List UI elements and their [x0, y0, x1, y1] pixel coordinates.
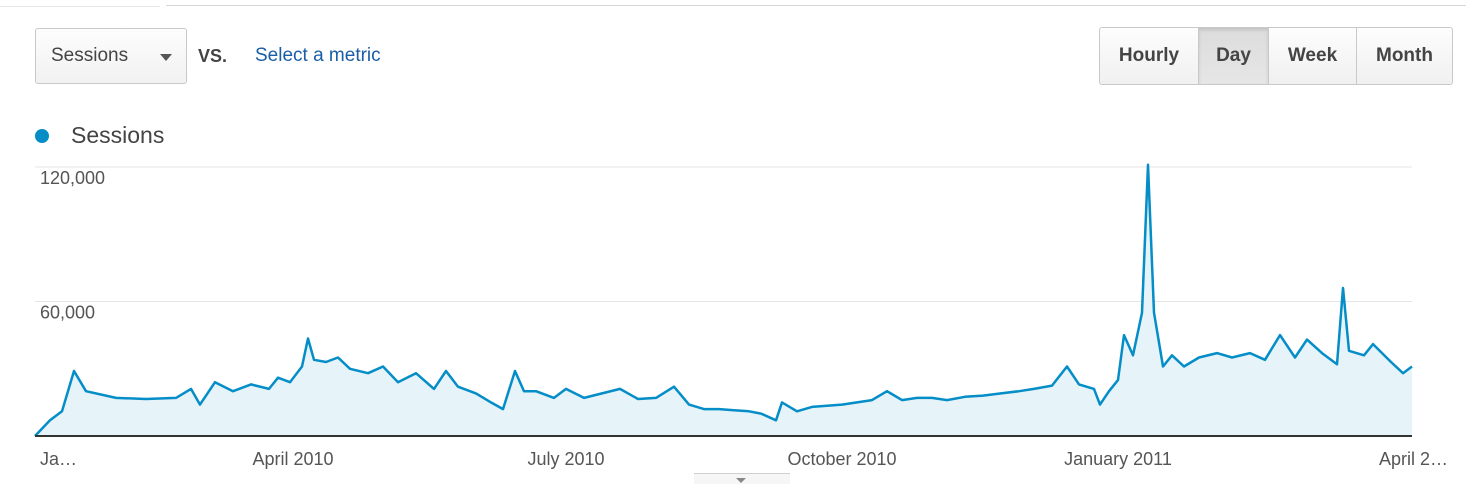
x-tick-label: Ja…	[40, 449, 77, 469]
sessions-series-area	[35, 164, 1412, 437]
metric-select[interactable]: Sessions	[35, 28, 187, 84]
granularity-hourly-button[interactable]: Hourly	[1100, 28, 1198, 84]
granularity-day-label: Day	[1216, 45, 1251, 66]
granularity-toggle-group: Hourly Day Week Month	[1099, 27, 1453, 85]
granularity-month-label: Month	[1376, 45, 1433, 66]
x-tick-label: October 2010	[787, 449, 896, 469]
granularity-hourly-label: Hourly	[1118, 45, 1180, 66]
granularity-day-button[interactable]: Day	[1198, 28, 1268, 84]
x-tick-label: April 2010	[252, 449, 333, 469]
chart-resize-handle[interactable]	[694, 473, 790, 484]
metric-select-value: Sessions	[51, 45, 129, 66]
top-divider	[166, 5, 1466, 6]
legend-series-label: Sessions	[71, 122, 165, 148]
top-divider-left	[0, 6, 160, 7]
granularity-week-label: Week	[1287, 45, 1338, 66]
sessions-series-line	[34, 163, 1413, 437]
select-metric-link[interactable]: Select a metric	[255, 45, 381, 66]
x-tick-label: April 2…	[1379, 449, 1448, 469]
vs-label: VS.	[198, 46, 228, 66]
chevron-down-icon	[160, 54, 172, 61]
granularity-month-button[interactable]: Month	[1356, 28, 1452, 84]
y-tick-label: 60,000	[40, 303, 95, 323]
legend-series-dot	[35, 128, 49, 143]
y-tick-label: 120,000	[40, 168, 105, 188]
x-tick-label: January 2011	[1064, 449, 1172, 469]
x-tick-label: July 2010	[527, 449, 604, 469]
chart-legend: Sessions	[35, 122, 164, 149]
granularity-week-button[interactable]: Week	[1268, 28, 1356, 84]
chevron-down-icon	[736, 478, 746, 483]
